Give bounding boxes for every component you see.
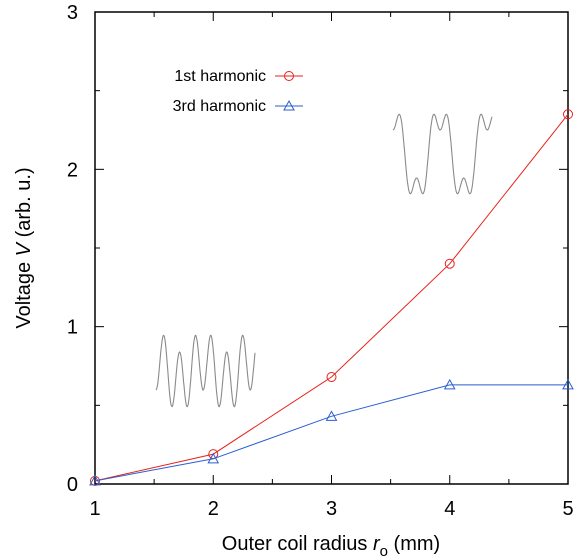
point-1st-harmonic [326, 372, 337, 383]
y-axis-title: Voltage V (arb. u.) [13, 167, 35, 328]
x-tick-label: 2 [208, 498, 219, 520]
legend: 1st harmonic 3rd harmonic [173, 68, 303, 115]
x-tick-label: 4 [444, 498, 455, 520]
point-3rd-harmonic [562, 378, 574, 390]
series-layer [89, 109, 574, 486]
point-3rd-harmonic [89, 474, 101, 486]
y-tick-label: 3 [67, 2, 78, 24]
point-3rd-harmonic [325, 410, 338, 421]
x-axis-title: Outer coil radius ro (mm) [222, 533, 440, 560]
legend-marker-1st-harmonic [284, 71, 294, 81]
series-line-1st-harmonic [94, 113, 569, 482]
legend-marker-3rd-harmonic [283, 99, 295, 111]
inset-waveform-low-radius [155, 334, 256, 408]
y-tick-label: 2 [67, 159, 78, 181]
point-1st-harmonic [563, 109, 573, 120]
legend-label-3rd-harmonic: 3rd harmonic [173, 98, 266, 115]
x-tick-label: 5 [562, 498, 573, 520]
series-line-3rd-harmonic [94, 384, 568, 482]
x-tick-labels: 1 2 3 4 5 [89, 498, 573, 520]
y-tick-label: 1 [67, 317, 78, 339]
point-1st-harmonic [444, 258, 455, 269]
y-tick-labels: 0 1 2 3 [67, 2, 78, 496]
x-tick-label: 3 [326, 498, 337, 520]
x-tick-label: 1 [89, 498, 100, 520]
legend-label-1st-harmonic: 1st harmonic [174, 68, 266, 85]
point-3rd-harmonic [443, 378, 456, 390]
inset-waveform-high-radius [392, 113, 493, 195]
y-tick-label: 0 [67, 474, 78, 496]
axis-ticks [94, 11, 569, 485]
point-3rd-harmonic [207, 452, 220, 464]
plot-frame [94, 11, 569, 485]
